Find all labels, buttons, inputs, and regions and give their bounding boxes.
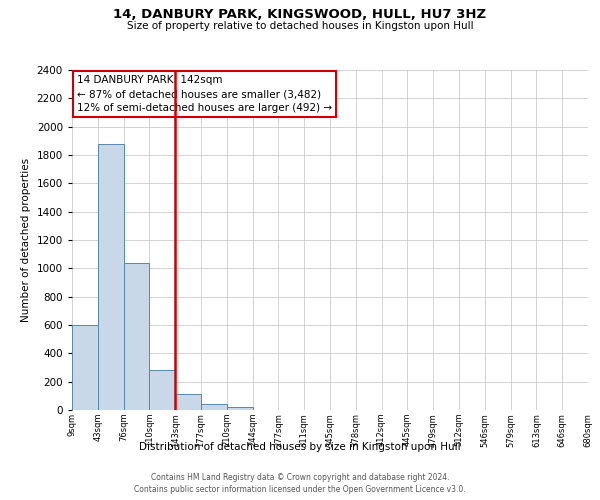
Bar xyxy=(201,404,227,410)
Bar xyxy=(124,262,149,410)
Bar xyxy=(72,325,98,410)
Text: 14, DANBURY PARK, KINGSWOOD, HULL, HU7 3HZ: 14, DANBURY PARK, KINGSWOOD, HULL, HU7 3… xyxy=(113,8,487,20)
Text: 14 DANBURY PARK: 142sqm
← 87% of detached houses are smaller (3,482)
12% of semi: 14 DANBURY PARK: 142sqm ← 87% of detache… xyxy=(77,75,332,113)
Bar xyxy=(98,144,124,410)
Bar xyxy=(175,394,201,410)
Bar xyxy=(149,370,175,410)
Text: Contains public sector information licensed under the Open Government Licence v3: Contains public sector information licen… xyxy=(134,485,466,494)
Text: Distribution of detached houses by size in Kingston upon Hull: Distribution of detached houses by size … xyxy=(139,442,461,452)
Bar xyxy=(227,407,253,410)
Text: Size of property relative to detached houses in Kingston upon Hull: Size of property relative to detached ho… xyxy=(127,21,473,31)
Y-axis label: Number of detached properties: Number of detached properties xyxy=(21,158,31,322)
Text: Contains HM Land Registry data © Crown copyright and database right 2024.: Contains HM Land Registry data © Crown c… xyxy=(151,472,449,482)
